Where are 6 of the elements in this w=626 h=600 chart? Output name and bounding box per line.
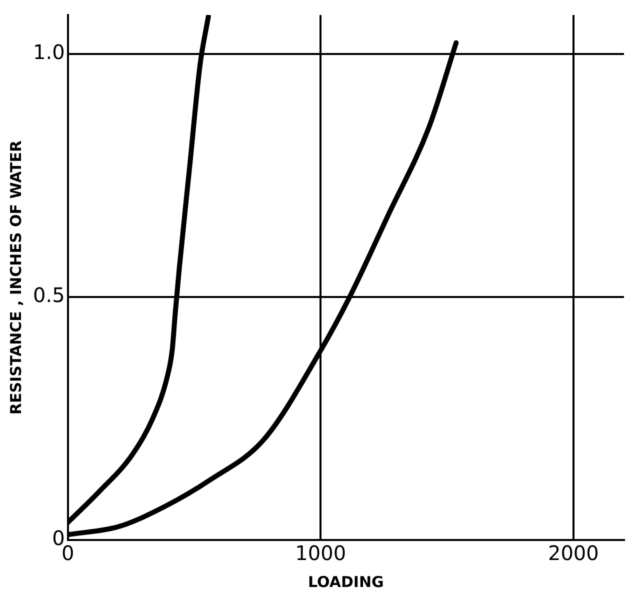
y-tick-label: 0.5: [32, 283, 65, 308]
x-axis-title: LOADING: [308, 572, 384, 591]
y-axis-title: RESISTANCE , INCHES OF WATER: [6, 140, 25, 415]
y-tick-label: 1.0: [32, 40, 65, 64]
x-tick-label: 1000: [295, 541, 346, 566]
x-tick-label: 2000: [548, 541, 599, 566]
